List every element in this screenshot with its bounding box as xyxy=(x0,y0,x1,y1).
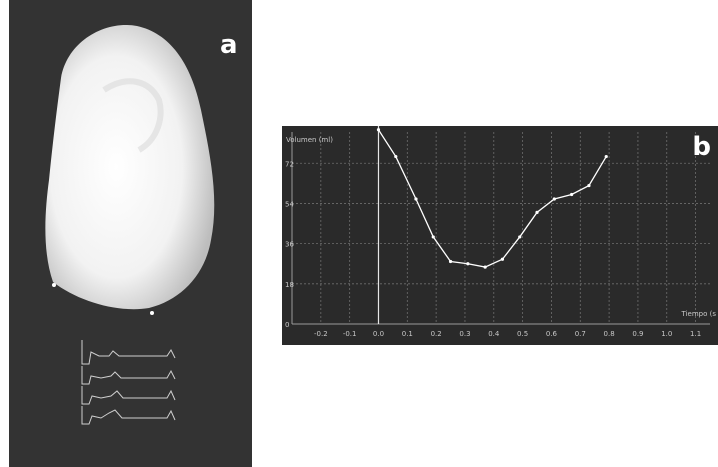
x-tick-label: 0.1 xyxy=(402,330,413,338)
trace-line-1 xyxy=(81,340,176,365)
x-tick-label: 0.2 xyxy=(431,330,442,338)
volume-chart-svg: -0.2 -0.1 0.0 0.1 0.2 0.3 0.4 0.5 0.6 0.7 0.8 0.9 1.… xyxy=(285,126,710,338)
y-axis-label: Volumen (ml) xyxy=(286,136,333,144)
data-point xyxy=(483,265,487,269)
data-point xyxy=(394,154,398,159)
series-layer xyxy=(376,128,608,269)
x-tick-label: 0.4 xyxy=(488,330,500,338)
x-tick-label: 0.5 xyxy=(517,330,528,338)
y-tick-label: 72 xyxy=(285,160,294,168)
panel-b-volume-chart: -0.2 -0.1 0.0 0.1 0.2 0.3 0.4 0.5 0.6 0.7 0.8 0.9 1.… xyxy=(282,126,718,345)
tick-layer: -0.2 -0.1 0.0 0.1 0.2 0.3 0.4 0.5 0.6 0.7 0.8 0.9 1.… xyxy=(285,160,701,338)
y-tick-label: 0 xyxy=(285,321,289,329)
x-tick-label: 0.6 xyxy=(546,330,558,338)
data-point xyxy=(587,183,591,188)
data-point xyxy=(448,259,453,264)
data-point xyxy=(570,192,574,197)
data-point xyxy=(414,197,418,201)
ventricle-shape xyxy=(45,25,215,310)
x-tick-label: 0.9 xyxy=(632,330,643,338)
data-point xyxy=(500,257,505,261)
y-tick-label: 18 xyxy=(285,281,294,289)
y-tick-label: 54 xyxy=(285,200,294,208)
x-tick-label: 0.3 xyxy=(459,330,470,338)
data-point xyxy=(535,210,539,214)
data-point xyxy=(376,128,381,132)
x-tick-label: 1.0 xyxy=(661,330,672,338)
trace-line-2 xyxy=(81,366,176,385)
marker-dot-right xyxy=(150,311,154,315)
trace-line-3 xyxy=(81,386,176,405)
y-tick-label: 36 xyxy=(285,241,294,249)
x-tick-label: -0.1 xyxy=(343,330,357,338)
data-point xyxy=(466,262,470,266)
x-tick-label: -0.2 xyxy=(314,330,328,338)
volume-series-line xyxy=(377,129,607,268)
trace-line-4 xyxy=(81,406,176,425)
ventricle-svg xyxy=(45,25,215,425)
ventricle-fold xyxy=(102,78,164,153)
panel-a-3d-render: a xyxy=(9,0,252,467)
data-point xyxy=(518,235,522,239)
x-tick-label: 0.7 xyxy=(575,330,586,338)
data-point xyxy=(552,197,556,201)
panel-b-label: b xyxy=(692,132,711,162)
x-tick-label: 0.8 xyxy=(604,330,615,338)
x-tick-label: 0.0 xyxy=(373,330,384,338)
data-point xyxy=(604,154,608,159)
small-traces xyxy=(81,340,176,425)
grid-layer xyxy=(292,132,710,325)
x-tick-label: 1.1 xyxy=(690,330,701,338)
data-point xyxy=(431,235,435,239)
marker-dot-left xyxy=(52,283,56,287)
axis-layer xyxy=(291,126,710,325)
x-axis-label: Tiempo (s xyxy=(681,310,716,318)
panel-a-label: a xyxy=(220,30,238,60)
